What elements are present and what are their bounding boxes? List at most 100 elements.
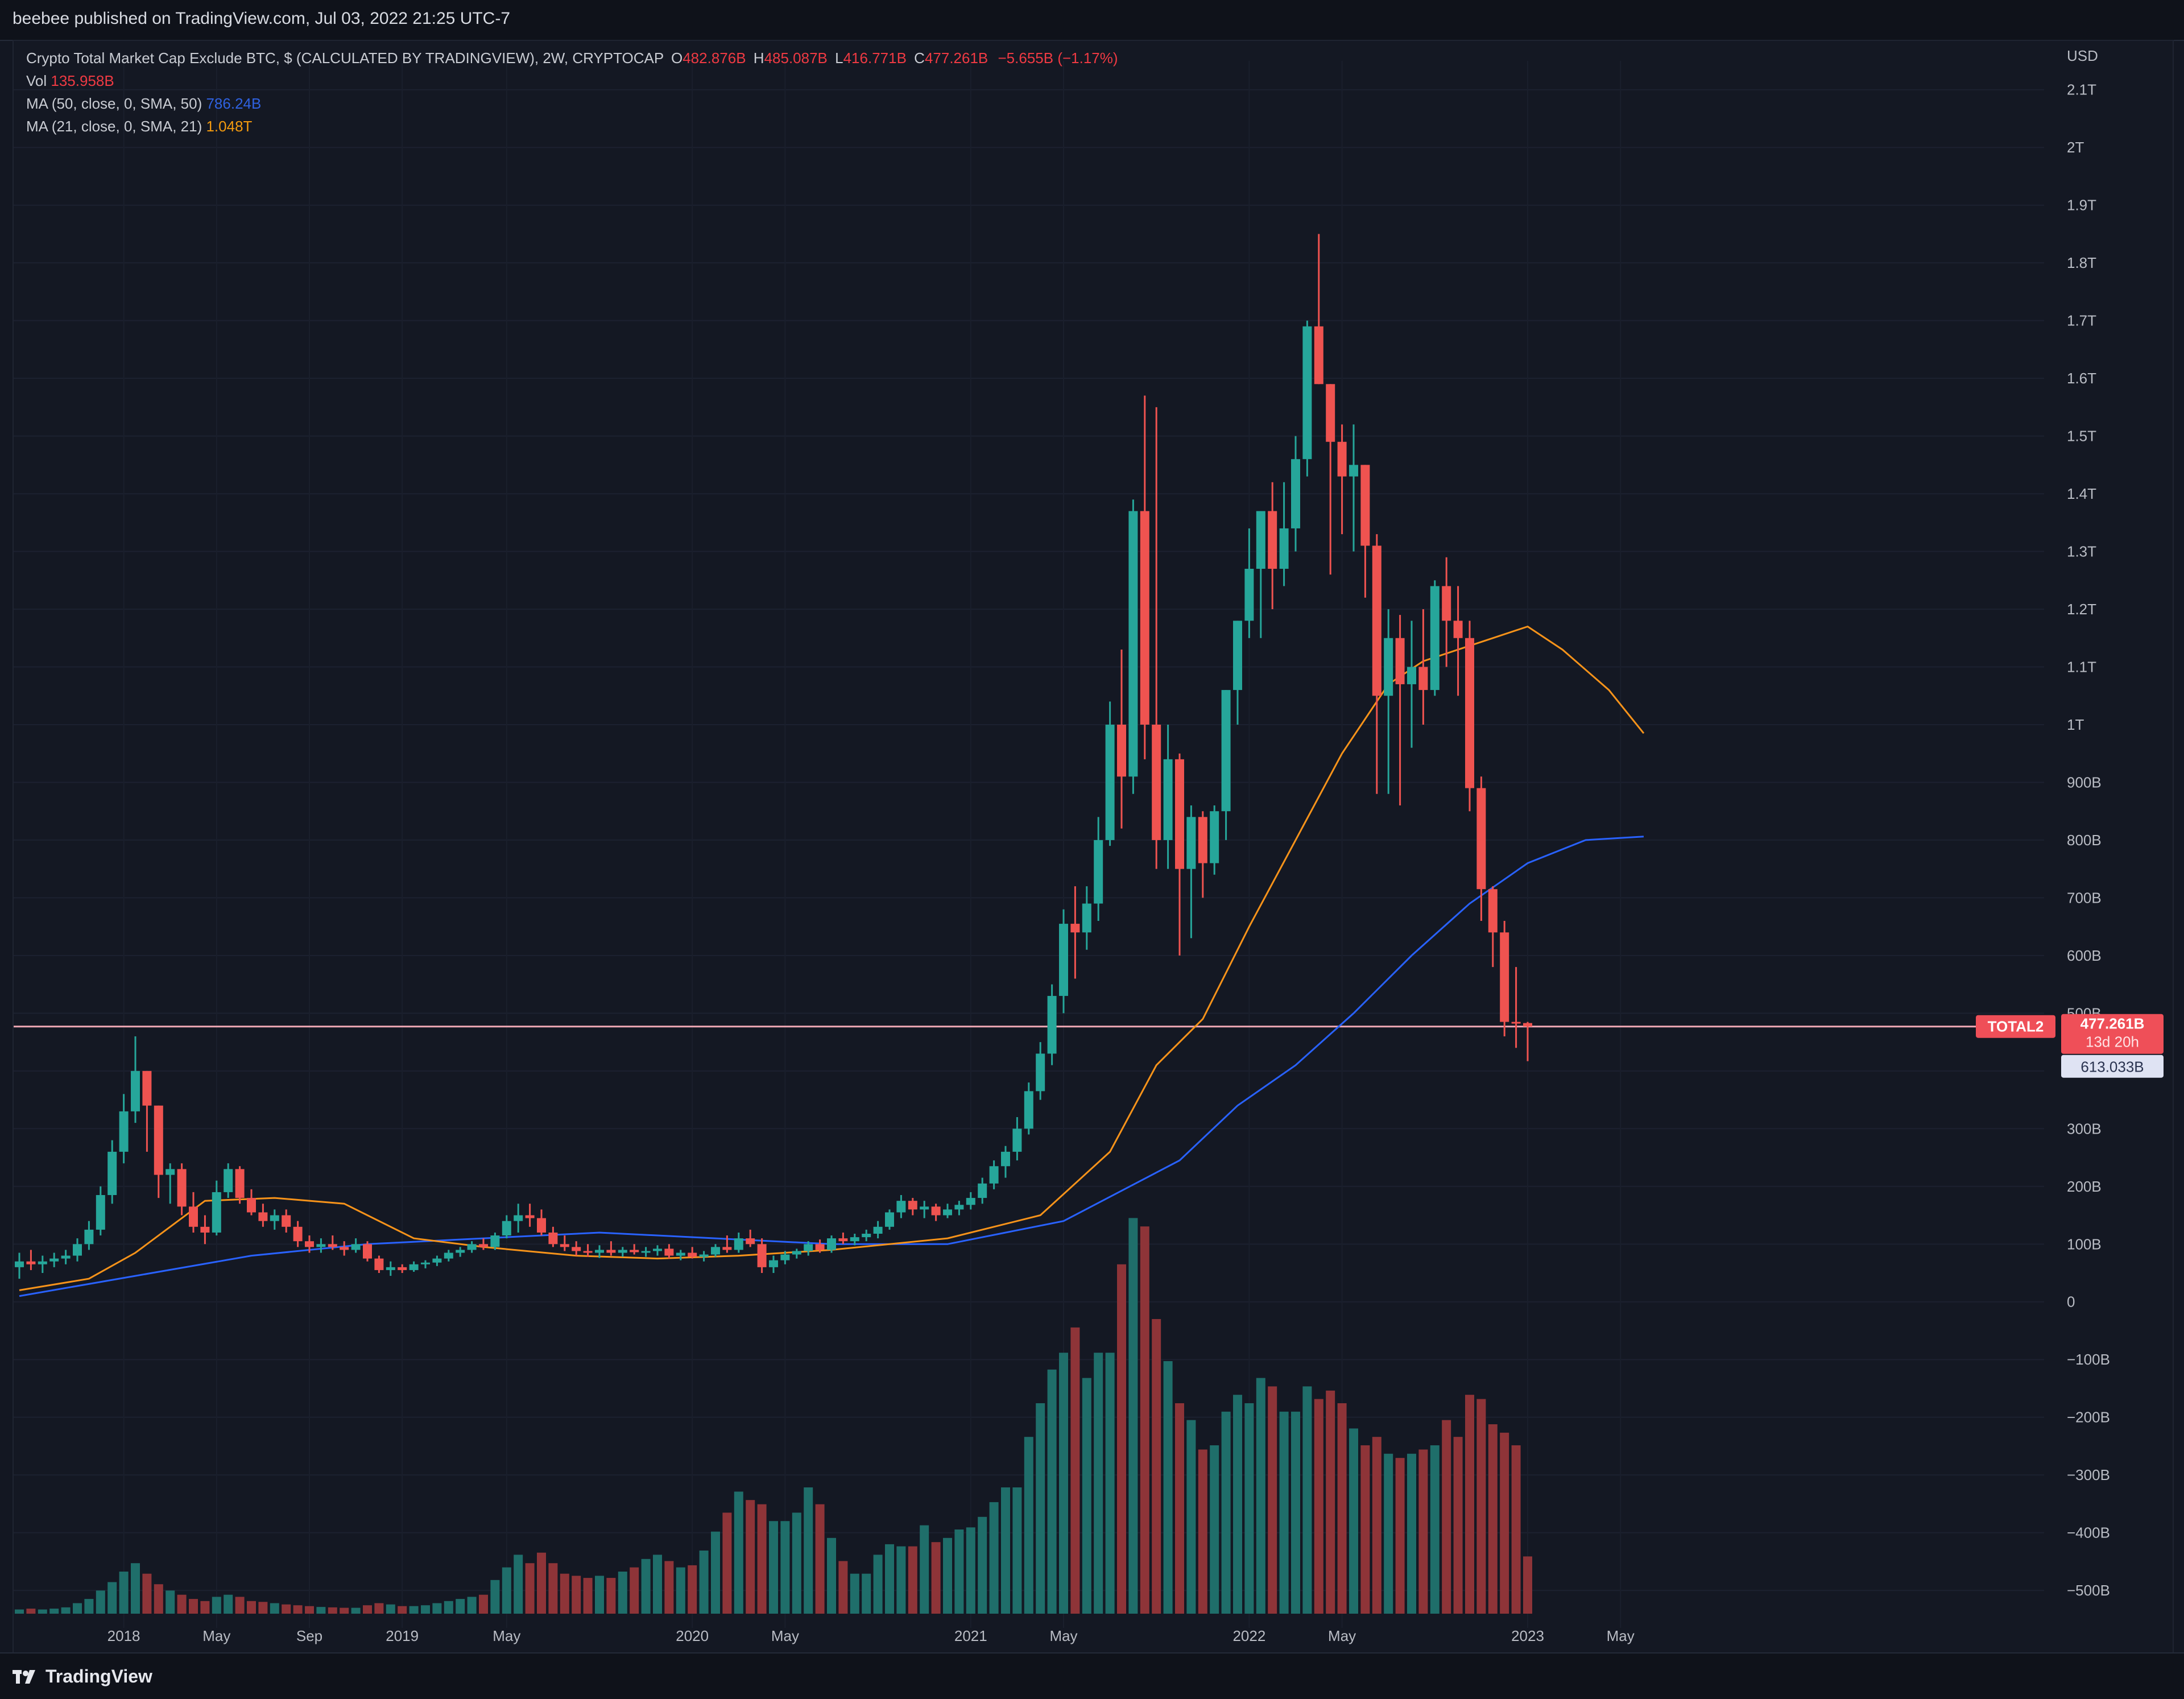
volume-bar [653,1555,662,1614]
price-axis-currency: USD [2067,47,2098,64]
candle-body [96,1195,105,1230]
volume-bar [421,1605,430,1614]
volume-bar [1418,1449,1428,1614]
candle-body [873,1226,883,1234]
candle-body [1302,326,1312,460]
legend-ma21-value: 1.048T [206,118,253,135]
volume-bar [444,1601,453,1614]
volume-bar [746,1500,755,1614]
time-axis-label: 2019 [386,1627,419,1644]
legend-low: 416.771B [843,49,907,67]
volume-bar [1152,1319,1161,1614]
candle-body [131,1070,140,1111]
legend-change: −5.655B (−1.17%) [998,49,1118,67]
time-axis-label: May [771,1627,799,1644]
chart-legend: Crypto Total Market Cap Exclude BTC, $ (… [26,47,1118,138]
volume-bar [838,1561,848,1614]
candle-body [409,1264,419,1270]
volume-bar [1314,1399,1323,1614]
volume-bar [1256,1378,1265,1614]
volume-bar [154,1584,163,1614]
candle-body [1198,817,1207,863]
candle-body [1430,586,1440,691]
price-axis-label: 0 [2067,1293,2075,1311]
price-axis-label: 200B [2067,1178,2102,1195]
legend-close-label: C [914,49,925,67]
candle-body [258,1212,268,1221]
candle-body [780,1254,790,1260]
candle-body [1360,465,1370,546]
time-axis-label: May [1049,1627,1077,1644]
price-axis-label: 1.9T [2067,197,2096,214]
candle-body [676,1252,685,1256]
candle-body [1210,811,1219,863]
chart-panel[interactable]: 2.1T 2T 1.9T 1.8T 1.7T 1.6T 1.5T 1.4T 1.3T 1.2T 1.… [13,40,2174,1655]
tradingview-logo[interactable]: TradingView [13,1666,152,1687]
candle-body [166,1169,175,1175]
volume-bar [676,1567,685,1614]
time-axis-label: 2018 [107,1627,140,1644]
candle-body [26,1261,36,1264]
legend-open-label: O [671,49,683,67]
volume-bar [595,1576,604,1614]
volume-bar [432,1603,442,1614]
volume-bar [815,1504,825,1614]
volume-bar [1372,1437,1381,1614]
candle-body [1175,759,1184,869]
volume-bar [1349,1428,1358,1614]
time-axis-label: 2020 [676,1627,709,1644]
price-axis-label: 1.4T [2067,485,2096,502]
price-axis-label: 900B [2067,774,2102,791]
volume-bar [1442,1420,1451,1614]
candle-body [1094,840,1103,904]
volume-bar [212,1597,221,1614]
volume-bar [282,1604,291,1614]
candle-body [954,1205,964,1210]
volume-bar [862,1573,871,1614]
volume-bar [73,1603,82,1614]
candle-body [838,1238,848,1242]
volume-bar [490,1580,500,1614]
candle-body [1128,511,1138,777]
candle-body [49,1258,59,1262]
tradingview-logo-icon [13,1669,35,1684]
volume-bar [1070,1327,1080,1614]
ma50-line [19,836,1644,1297]
candle-body [421,1262,430,1264]
volume-bar [1488,1424,1498,1614]
candle-body [1221,690,1231,812]
volume-bar [1024,1437,1033,1614]
candle-body [1047,995,1057,1054]
volume-bar [374,1603,384,1614]
volume-bar [908,1546,917,1614]
price-axis-label: 2.1T [2067,81,2096,98]
candle-body [1012,1128,1022,1152]
candle-body [1511,1022,1521,1024]
candlestick-chart[interactable]: 2.1T 2T 1.9T 1.8T 1.7T 1.6T 1.5T 1.4T 1.3T 1.2T 1.… [14,41,2173,1653]
candle-body [1024,1091,1033,1129]
legend-open: 482.876B [682,49,746,67]
candle-body [827,1238,836,1250]
candle-body [1349,465,1358,477]
volume-bar [873,1555,883,1614]
legend-high-label: H [753,49,764,67]
volume-bar [1210,1445,1219,1614]
candle-body [757,1244,767,1267]
volume-bar [989,1502,999,1614]
candle-body [908,1201,917,1210]
price-axis-label: 800B [2067,832,2102,849]
price-axis-label: −200B [2067,1409,2110,1426]
volume-bar [1511,1445,1521,1614]
volume-bar [664,1561,674,1614]
candle-body [1036,1053,1045,1092]
volume-bar [1221,1411,1231,1614]
volume-bar [1140,1226,1149,1614]
volume-bar [1430,1445,1440,1614]
volume-bar [363,1605,372,1614]
volume-bar [224,1594,233,1614]
volume-bar [560,1573,569,1614]
volume-bar [131,1563,140,1614]
volume-bar [1500,1432,1509,1614]
candle-body [989,1166,999,1184]
candle-body [212,1192,221,1233]
